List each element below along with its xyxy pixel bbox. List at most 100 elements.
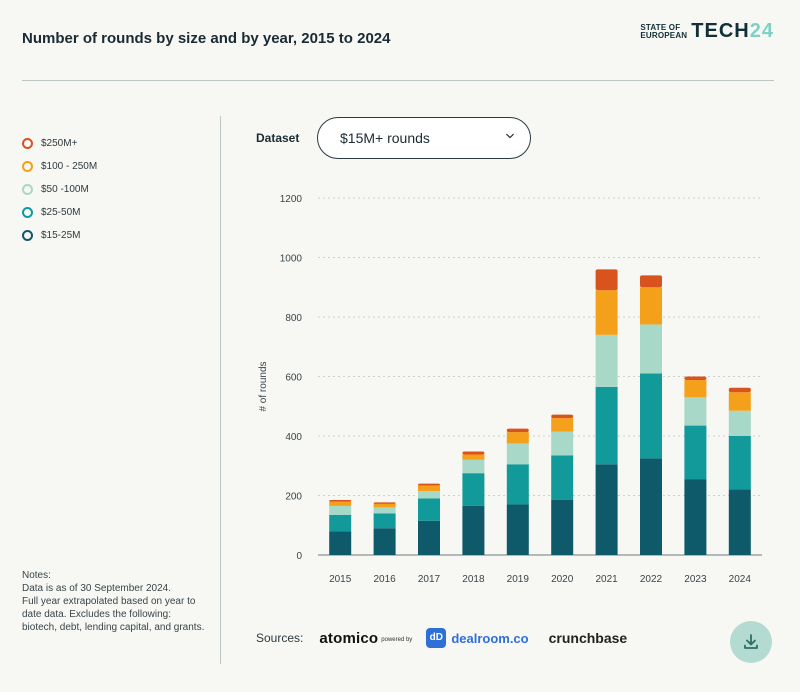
legend-label: $50 -100M	[41, 184, 89, 195]
bar-segment	[462, 473, 485, 506]
bar-segment	[462, 454, 485, 460]
legend-swatch	[22, 161, 33, 172]
chart-title: Number of rounds by size and by year, 20…	[22, 30, 391, 47]
legend-item[interactable]: $25-50M	[22, 201, 97, 224]
legend: $250M+ $100 - 250M $50 -100M $25-50M $15…	[22, 132, 97, 247]
bar-segment	[462, 451, 485, 455]
bar-segment	[684, 376, 707, 381]
dataset-label: Dataset	[256, 131, 300, 145]
legend-label: $15-25M	[41, 230, 81, 241]
bar-segment	[595, 269, 618, 291]
legend-swatch	[22, 207, 33, 218]
bar-segment	[728, 436, 751, 490]
bar-segment	[640, 287, 662, 325]
bar-segment	[418, 483, 440, 486]
bar-segment	[373, 502, 396, 504]
legend-swatch	[22, 230, 33, 241]
sources: Sources: atomico powered by dD dealroom.…	[256, 628, 627, 648]
x-tick-label: 2024	[729, 574, 752, 585]
y-tick-label: 600	[285, 373, 302, 384]
bar-segment	[684, 425, 707, 480]
x-tick-label: 2020	[551, 574, 574, 585]
bar-segment	[728, 410, 751, 436]
y-tick-label: 200	[285, 492, 302, 503]
bar-segment	[551, 414, 574, 419]
bar-segment	[418, 491, 440, 499]
atomico-logo[interactable]: atomico	[319, 629, 379, 647]
bar-segment	[329, 514, 352, 532]
bar-segment	[640, 324, 662, 374]
bar-segment	[506, 432, 529, 444]
bar-segment	[418, 520, 440, 555]
dealroom-text: dealroom.co	[451, 630, 529, 646]
bar-segment	[373, 513, 396, 529]
bar-segment	[684, 479, 707, 555]
x-tick-label: 2019	[507, 574, 530, 585]
y-axis-label: # of rounds	[258, 361, 269, 411]
brand-tech: TECH	[691, 20, 750, 42]
legend-item[interactable]: $100 - 250M	[22, 155, 97, 178]
bar-segment	[640, 458, 662, 555]
crunchbase-logo[interactable]: crunchbase	[548, 630, 628, 646]
legend-item[interactable]: $50 -100M	[22, 178, 97, 201]
sidebar-divider	[220, 116, 221, 664]
bar-segment	[595, 464, 618, 555]
bar-segment	[551, 499, 574, 555]
dealroom-badge-icon: dD	[426, 628, 447, 648]
powered-by-text: powered by	[381, 637, 413, 643]
y-tick-label: 1000	[280, 254, 303, 265]
x-tick-label: 2018	[462, 574, 485, 585]
bar-segment	[506, 504, 529, 555]
bar-segment	[551, 431, 574, 456]
bar-segment	[728, 489, 751, 555]
notes-heading: Notes:	[22, 570, 51, 581]
bar-segment	[640, 373, 662, 459]
dealroom-logo[interactable]: dD dealroom.co	[426, 628, 529, 648]
bar-segment	[551, 418, 574, 432]
legend-label: $25-50M	[41, 207, 81, 218]
x-tick-label: 2015	[329, 574, 352, 585]
chevron-down-icon	[506, 133, 514, 139]
chart-header: Number of rounds by size and by year, 20…	[22, 20, 774, 66]
notes-body: Data is as of 30 September 2024. Full ye…	[22, 583, 205, 633]
dataset-select-value: $15M+ rounds	[340, 130, 430, 146]
legend-swatch	[22, 138, 33, 149]
bar-segment	[595, 386, 618, 465]
bar-segment	[728, 387, 751, 393]
brand-logo: STATE OF EUROPEAN TECH 24	[640, 20, 774, 43]
y-tick-label: 400	[285, 432, 302, 443]
bar-segment	[506, 443, 529, 465]
bar-segment	[373, 507, 396, 514]
bar-segment	[462, 459, 485, 474]
bar-segment	[551, 455, 574, 500]
notes: Notes: Data is as of 30 September 2024. …	[22, 569, 207, 634]
bar-segment	[684, 380, 707, 398]
y-tick-label: 1200	[280, 194, 303, 205]
legend-swatch	[22, 184, 33, 195]
bar-segment	[640, 275, 662, 288]
bar-segment	[329, 531, 352, 555]
bar-segment	[728, 392, 751, 411]
sources-label: Sources:	[256, 631, 304, 645]
x-tick-label: 2016	[373, 574, 396, 585]
x-tick-label: 2023	[684, 574, 707, 585]
download-icon	[744, 634, 758, 649]
download-button[interactable]	[730, 621, 772, 663]
bar-segment	[418, 498, 440, 521]
brand-year: 24	[749, 20, 774, 42]
bar-segment	[595, 334, 618, 387]
bar-segment	[684, 397, 707, 426]
bar-segment	[373, 528, 396, 555]
legend-item[interactable]: $15-25M	[22, 224, 97, 247]
x-tick-label: 2021	[595, 574, 618, 585]
bar-segment	[329, 499, 352, 502]
y-tick-label: 0	[296, 551, 302, 562]
legend-label: $250M+	[41, 138, 78, 149]
bar-segment	[506, 464, 529, 505]
header-divider	[22, 80, 774, 81]
dataset-select[interactable]: $15M+ rounds	[317, 117, 531, 159]
bar-segment	[462, 505, 485, 555]
x-tick-label: 2022	[640, 574, 663, 585]
legend-item[interactable]: $250M+	[22, 132, 97, 155]
brand-small-text: STATE OF EUROPEAN	[640, 22, 688, 40]
